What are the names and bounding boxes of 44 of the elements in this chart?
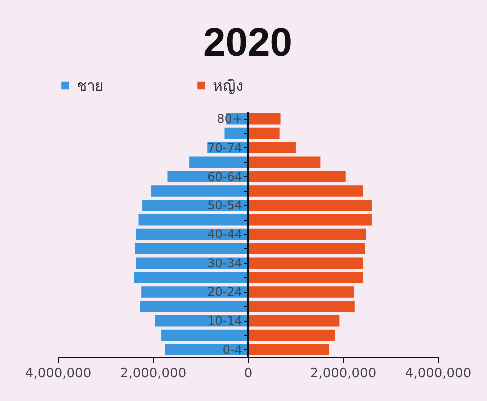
y-tick-label: 60-64 <box>208 170 242 184</box>
bar <box>248 200 372 212</box>
bar <box>142 200 248 212</box>
bar <box>248 344 330 356</box>
bar <box>136 258 248 269</box>
bar <box>135 243 248 255</box>
legend-label: ชาย <box>77 76 104 95</box>
bar <box>248 142 296 154</box>
bar <box>248 156 321 168</box>
bar <box>162 330 248 342</box>
bar <box>248 330 336 342</box>
legend-label: หญิง <box>213 76 243 95</box>
bar <box>248 301 355 312</box>
bar <box>248 315 340 327</box>
y-tick-label: 10-14 <box>208 314 242 328</box>
bar <box>151 186 248 197</box>
bar <box>248 171 346 182</box>
y-tick-label: 70-74 <box>208 140 242 155</box>
bar <box>248 128 280 140</box>
bar <box>248 272 364 284</box>
y-tick-label: 20-24 <box>208 285 242 300</box>
bar <box>248 186 364 197</box>
y-tick-label: 0-4 <box>222 342 242 357</box>
y-tick-label: 30-34 <box>208 256 242 270</box>
x-tick-label: 0 <box>244 366 253 382</box>
bar <box>248 258 364 269</box>
bar <box>138 214 248 226</box>
bar <box>248 214 372 226</box>
y-tick-label: 40-44 <box>208 228 242 242</box>
bar <box>142 286 248 298</box>
x-tick-label: 2,000,000 <box>120 366 187 382</box>
bar <box>134 272 248 284</box>
chart-title: 2020 <box>204 21 292 65</box>
bar <box>224 128 248 140</box>
bar <box>248 228 366 240</box>
bar <box>248 286 354 298</box>
bar <box>140 301 248 312</box>
x-tick-label: 2,000,000 <box>310 366 377 382</box>
y-tick-label: 50-54 <box>208 198 242 213</box>
x-tick-label: 4,000,000 <box>25 366 92 382</box>
bar <box>190 156 248 168</box>
x-tick-label: 4,000,000 <box>405 366 472 382</box>
bar <box>248 243 366 255</box>
bar <box>248 113 281 125</box>
